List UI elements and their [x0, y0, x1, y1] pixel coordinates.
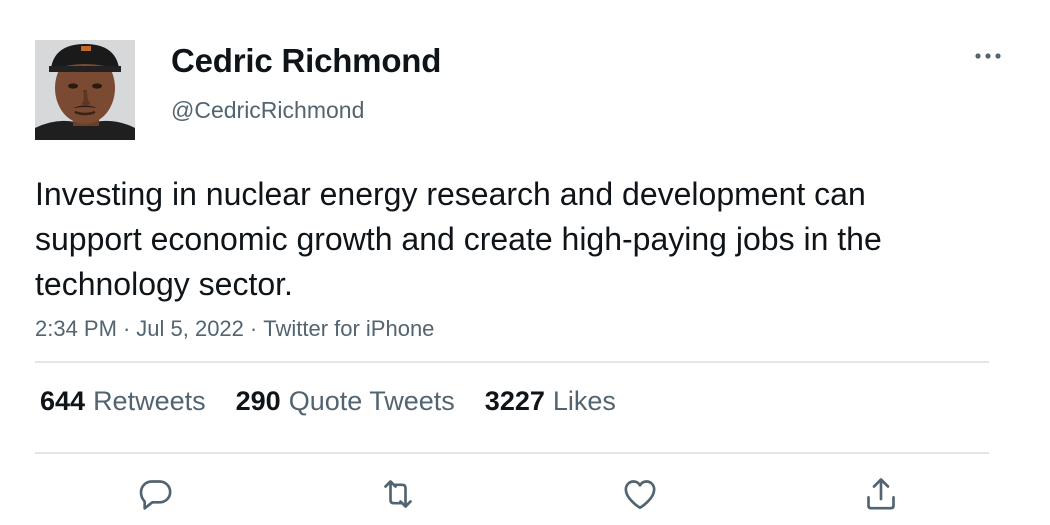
like-button[interactable]: [620, 474, 660, 514]
retweets-count: 644: [40, 386, 86, 416]
heart-icon: [624, 480, 656, 509]
divider: [35, 361, 989, 363]
author-display-name[interactable]: Cedric Richmond: [171, 42, 442, 79]
reply-button[interactable]: [136, 474, 176, 514]
meta-separator: ·: [249, 316, 258, 341]
tweet-time[interactable]: 2:34 PM: [35, 316, 117, 341]
author-handle[interactable]: @CedricRichmond: [171, 97, 365, 123]
divider: [35, 452, 989, 454]
tweet-text: Investing in nuclear energy research and…: [35, 176, 882, 302]
quote-tweets-count: 290: [235, 386, 281, 416]
retweet-icon: [384, 480, 412, 508]
share-button[interactable]: [861, 474, 901, 514]
quote-tweets-stat[interactable]: 290 Quote Tweets: [236, 386, 455, 417]
more-options-button[interactable]: [970, 44, 1006, 68]
tweet-source[interactable]: Twitter for iPhone: [263, 316, 435, 341]
quote-tweets-label: Quote Tweets: [288, 386, 455, 416]
retweets-label: Retweets: [93, 386, 206, 416]
meta-separator: ·: [122, 316, 131, 341]
reply-icon: [139, 480, 172, 510]
likes-count: 3227: [484, 386, 545, 416]
tweet-date[interactable]: Jul 5, 2022: [136, 316, 244, 341]
share-icon: [867, 478, 895, 510]
likes-stat[interactable]: 3227 Likes: [485, 386, 616, 417]
tweet-stats: 644 Retweets 290 Quote Tweets 3227 Likes: [40, 386, 616, 417]
retweet-button[interactable]: [378, 474, 418, 514]
avatar-image: [35, 40, 135, 140]
likes-label: Likes: [552, 386, 616, 416]
tweet-meta: 2:34 PM · Jul 5, 2022 · Twitter for iPhone: [35, 316, 434, 342]
retweets-stat[interactable]: 644 Retweets: [40, 386, 206, 417]
more-horizontal-icon: [975, 53, 1001, 59]
avatar[interactable]: [35, 40, 135, 140]
